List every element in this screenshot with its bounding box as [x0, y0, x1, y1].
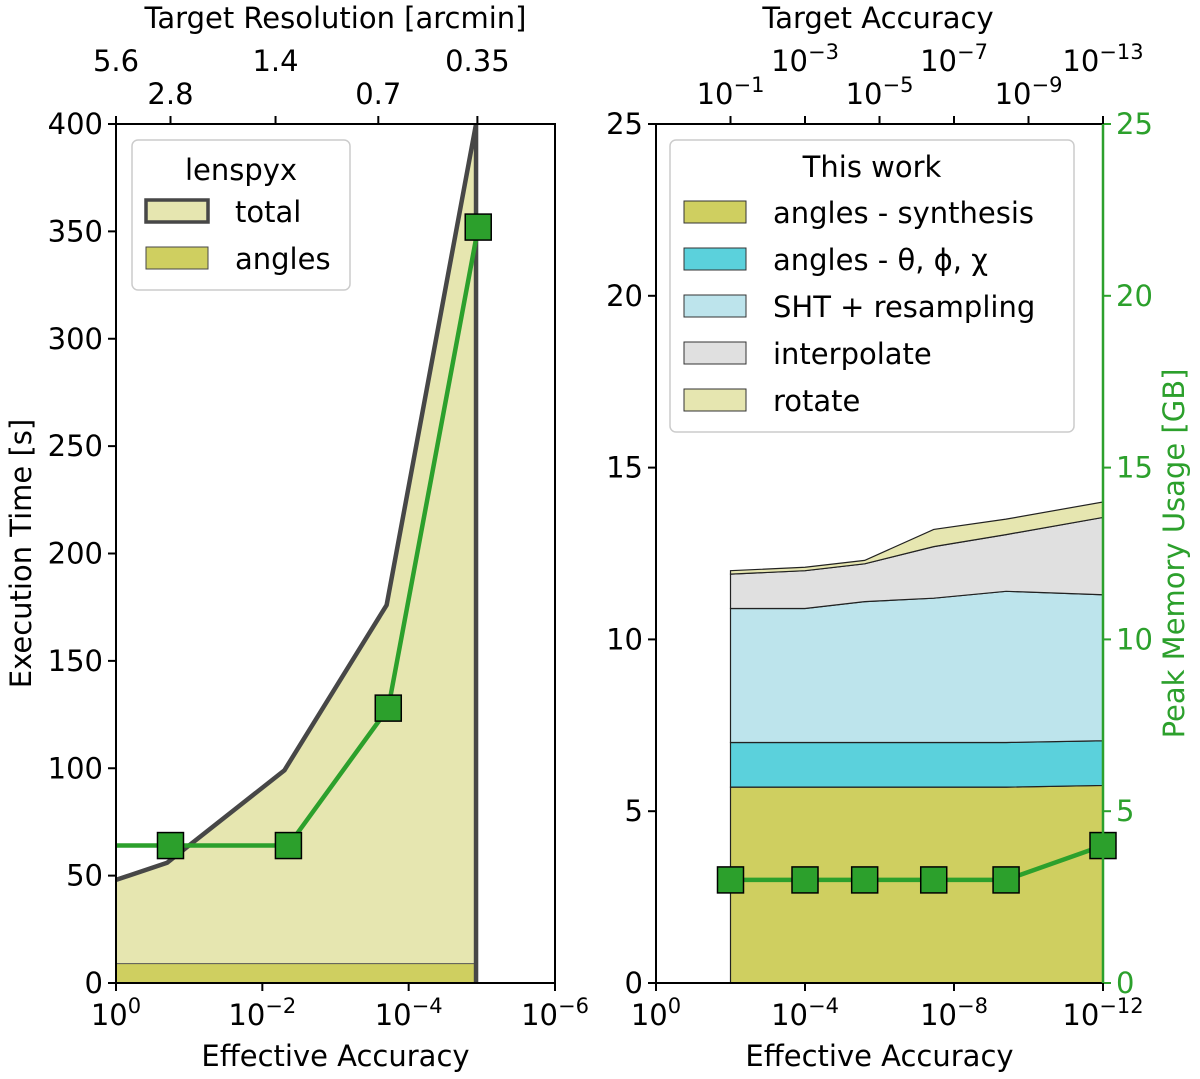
top-tick-label: 10−3 — [771, 40, 839, 78]
top-tick-label: 10−5 — [846, 73, 914, 111]
x-axis-title: Effective Accuracy — [201, 1039, 469, 1073]
top-axis-title: Target Accuracy — [761, 1, 993, 35]
y-tick-label: 5 — [625, 794, 643, 828]
legend-title: This work — [802, 150, 942, 184]
top-tick-label: 10−7 — [920, 40, 988, 78]
x-tick-label: 100 — [631, 994, 681, 1032]
y2-tick-label: 0 — [1116, 966, 1134, 1000]
memory-marker — [850, 866, 879, 894]
memory-marker — [156, 831, 185, 860]
y-tick-label: 15 — [606, 451, 643, 485]
legend-label: interpolate — [773, 337, 932, 371]
y-tick-label: 200 — [48, 537, 103, 571]
legend-label: angles - θ, ϕ, χ — [773, 243, 988, 277]
y-tick-label: 20 — [606, 279, 643, 313]
stack-area-0 — [729, 784, 1103, 983]
legend-swatch — [683, 247, 747, 271]
memory-marker — [464, 213, 492, 241]
y2-tick-label: 20 — [1116, 279, 1153, 313]
stack-area-2 — [729, 590, 1103, 744]
y-tick-label: 25 — [606, 107, 643, 141]
y2-axis-title: Peak Memory Usage [GB] — [1157, 369, 1191, 739]
memory-marker — [992, 866, 1020, 894]
y-tick-label: 0 — [625, 966, 643, 1000]
y2-tick-label: 5 — [1116, 794, 1134, 828]
x-axis-title: Effective Accuracy — [745, 1039, 1013, 1073]
legend-swatch — [144, 198, 210, 224]
legend-title: lenspyx — [185, 153, 297, 187]
x-tick-label: 10−12 — [1062, 994, 1143, 1032]
right-plot-area — [729, 501, 1103, 983]
angles-area — [116, 963, 477, 983]
top-tick-label: 10−1 — [697, 73, 765, 111]
y-tick-label: 10 — [606, 622, 643, 656]
memory-marker — [274, 831, 303, 860]
y-axis-title: Execution Time [s] — [4, 419, 38, 688]
legend-swatch — [145, 246, 209, 270]
top-tick-label: 10−13 — [1062, 40, 1143, 78]
y-tick-label: 350 — [48, 214, 103, 248]
top-tick-label: 2.8 — [147, 77, 193, 111]
x-tick-label: 10−2 — [228, 994, 296, 1032]
y-tick-label: 0 — [85, 966, 103, 1000]
legend-box — [669, 139, 1075, 433]
y-tick-label: 100 — [48, 751, 103, 785]
memory-marker — [791, 866, 819, 894]
top-tick-label: 0.35 — [445, 44, 510, 78]
legend-label: angles - synthesis — [773, 196, 1034, 230]
legend-label: angles — [235, 242, 331, 276]
y-tick-label: 300 — [48, 322, 103, 356]
legend-label: SHT + resampling — [773, 290, 1035, 324]
total-area — [116, 124, 477, 983]
y-tick-label: 250 — [48, 429, 103, 463]
right-panel: 0 5 10 15 20 25 0 5 10 15 20 25 100 10−4 10−8 10−12 10−1… — [606, 1, 1191, 1073]
total-line — [116, 124, 479, 983]
x-tick-label: 10−4 — [375, 994, 443, 1032]
legend-label: total — [235, 195, 301, 229]
memory-marker — [374, 694, 403, 722]
x-tick-label: 10−8 — [920, 994, 988, 1032]
stack-area-1 — [729, 740, 1103, 788]
y2-tick-label: 25 — [1116, 107, 1153, 141]
x-tick-label: 100 — [91, 994, 141, 1032]
legend-swatch — [683, 294, 747, 318]
top-tick-label: 5.6 — [93, 44, 139, 78]
x-tick-label: 10−4 — [771, 994, 839, 1032]
x-tick-label: 10−6 — [521, 994, 589, 1032]
top-tick-label: 0.7 — [355, 77, 401, 111]
right-legend: This work angles - synthesis angles - θ, ϕ… — [669, 139, 1075, 433]
legend-swatch — [683, 341, 747, 365]
left-panel: 0 50 100 150 200 250 300 350 400 100 10−2 10−4 10−6 5… — [4, 1, 589, 1073]
top-tick-label: 10−9 — [995, 73, 1063, 111]
memory-marker — [716, 866, 745, 894]
y-tick-label: 400 — [48, 107, 103, 141]
legend-label: rotate — [773, 384, 860, 418]
y-tick-label: 150 — [48, 644, 103, 678]
top-tick-label: 1.4 — [252, 44, 298, 78]
legend-swatch — [683, 200, 747, 224]
legend-swatch — [683, 388, 747, 412]
memory-marker — [919, 866, 948, 894]
top-axis-title: Target Resolution [arcmin] — [144, 1, 527, 35]
y2-tick-label: 10 — [1116, 622, 1153, 656]
y-tick-label: 50 — [66, 859, 103, 893]
left-legend: lenspyx total angles — [131, 139, 351, 291]
stack-area-4 — [729, 501, 1103, 575]
y2-tick-label: 15 — [1116, 451, 1153, 485]
